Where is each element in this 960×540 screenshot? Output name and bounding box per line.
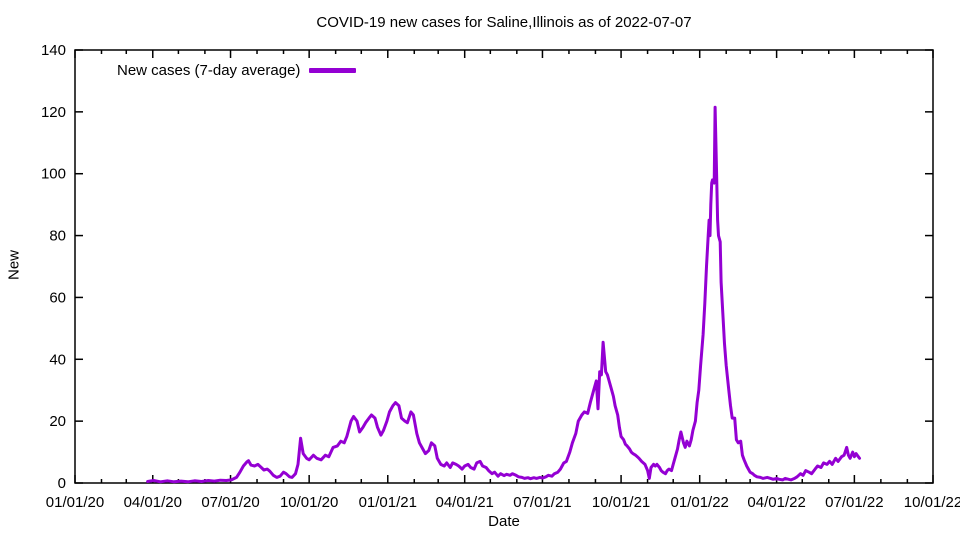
x-tick-label: 10/01/21 — [592, 494, 650, 511]
x-tick-label: 01/01/22 — [671, 494, 729, 511]
legend: New cases (7-day average) — [117, 62, 357, 79]
x-tick-label: 10/01/22 — [904, 494, 960, 511]
y-axis-label: New — [5, 249, 23, 281]
y-tick-label: 40 — [49, 351, 66, 368]
y-tick-label: 80 — [49, 228, 66, 245]
series-line — [146, 105, 861, 484]
legend-line-swatch — [309, 68, 357, 73]
y-tick-label: 120 — [41, 104, 66, 121]
y-tick-label: 20 — [49, 413, 66, 430]
x-tick-label: 01/01/20 — [46, 494, 104, 511]
chart-title: COVID-19 new cases for Saline,Illinois a… — [316, 14, 692, 31]
y-tick-label: 0 — [58, 475, 66, 492]
x-tick-label: 07/01/20 — [201, 494, 259, 511]
x-axis-label: Date — [488, 513, 520, 530]
x-tick-label: 07/01/21 — [513, 494, 571, 511]
x-tick-label: 04/01/20 — [124, 494, 182, 511]
x-tick-label: 10/01/20 — [280, 494, 338, 511]
plot-border — [74, 49, 934, 484]
x-tick-label: 04/01/21 — [435, 494, 493, 511]
y-tick-label: 60 — [49, 289, 66, 306]
x-tick-label: 07/01/22 — [825, 494, 883, 511]
y-tick-label: 100 — [41, 166, 66, 183]
y-tick-label: 140 — [41, 42, 66, 59]
x-tick-label: 01/01/21 — [359, 494, 417, 511]
legend-label: New cases (7-day average) — [117, 62, 301, 79]
x-tick-label: 04/01/22 — [747, 494, 805, 511]
